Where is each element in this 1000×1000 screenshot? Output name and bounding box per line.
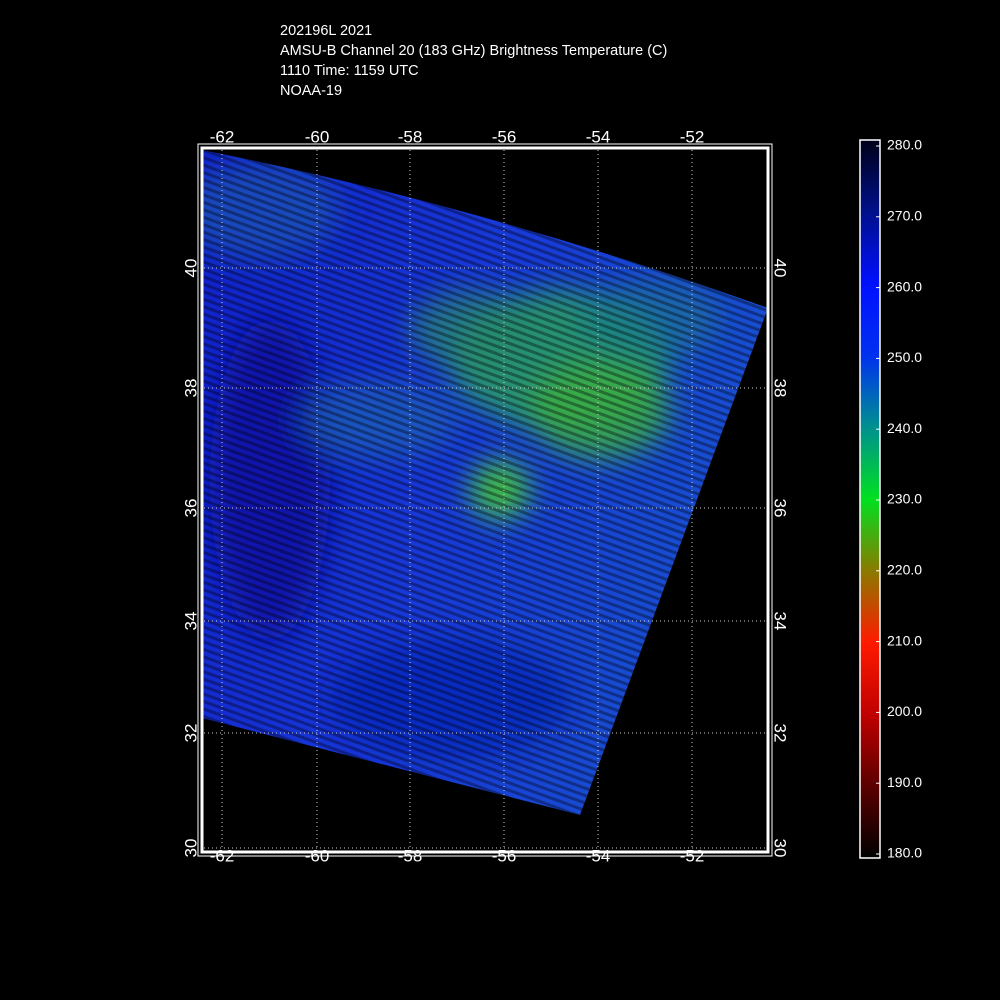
- colorbar-label: 210.0: [887, 632, 922, 648]
- title-line: 202196L 2021: [280, 23, 372, 39]
- map-frame: [200, 146, 770, 854]
- lat-label-right: 34: [771, 612, 790, 631]
- lon-label-bottom: -54: [586, 846, 611, 865]
- lon-label-bottom: -56: [492, 846, 517, 865]
- scan-lines: [202, 150, 768, 815]
- swath: [202, 150, 768, 815]
- lat-label-left: 34: [181, 612, 200, 631]
- colorbar-label: 180.0: [887, 845, 922, 861]
- colorbar-label: 280.0: [887, 137, 922, 153]
- colorbar-label: 190.0: [887, 774, 922, 790]
- title-line: AMSU-B Channel 20 (183 GHz) Brightness T…: [280, 43, 667, 59]
- colorbar: [859, 139, 881, 859]
- lon-label-top: -56: [492, 127, 517, 146]
- lat-label-right: 36: [771, 499, 790, 518]
- lat-label-left: 32: [181, 724, 200, 743]
- lon-label-bottom: -52: [680, 846, 705, 865]
- lon-label-bottom: -62: [210, 846, 235, 865]
- lon-label-top: -54: [586, 127, 611, 146]
- lat-label-right: 40: [771, 259, 790, 278]
- lat-label-left: 40: [181, 259, 200, 278]
- lon-label-top: -58: [398, 127, 423, 146]
- lon-label-bottom: -58: [398, 846, 423, 865]
- lat-label-left: 30: [181, 839, 200, 858]
- colorbar-label: 270.0: [887, 208, 922, 224]
- colorbar-label: 260.0: [887, 278, 922, 294]
- lat-label-left: 38: [181, 379, 200, 398]
- lon-label-top: -62: [210, 127, 235, 146]
- title-line: NOAA-19: [280, 83, 342, 99]
- colorbar-label: 230.0: [887, 491, 922, 507]
- graticule: [204, 150, 766, 850]
- lat-label-right: 38: [771, 379, 790, 398]
- lat-label-left: 36: [181, 499, 200, 518]
- lat-label-right: 30: [771, 839, 790, 858]
- colorbar-label: 250.0: [887, 349, 922, 365]
- map-frame-outer: [197, 143, 773, 857]
- colorbar-label: 200.0: [887, 703, 922, 719]
- colorbar-label: 240.0: [887, 420, 922, 436]
- lon-label-bottom: -60: [305, 846, 330, 865]
- lon-label-top: -60: [305, 127, 330, 146]
- lat-label-right: 32: [771, 724, 790, 743]
- colorbar-label: 220.0: [887, 562, 922, 578]
- title-line: 1110 Time: 1159 UTC: [280, 63, 419, 79]
- lon-label-top: -52: [680, 127, 705, 146]
